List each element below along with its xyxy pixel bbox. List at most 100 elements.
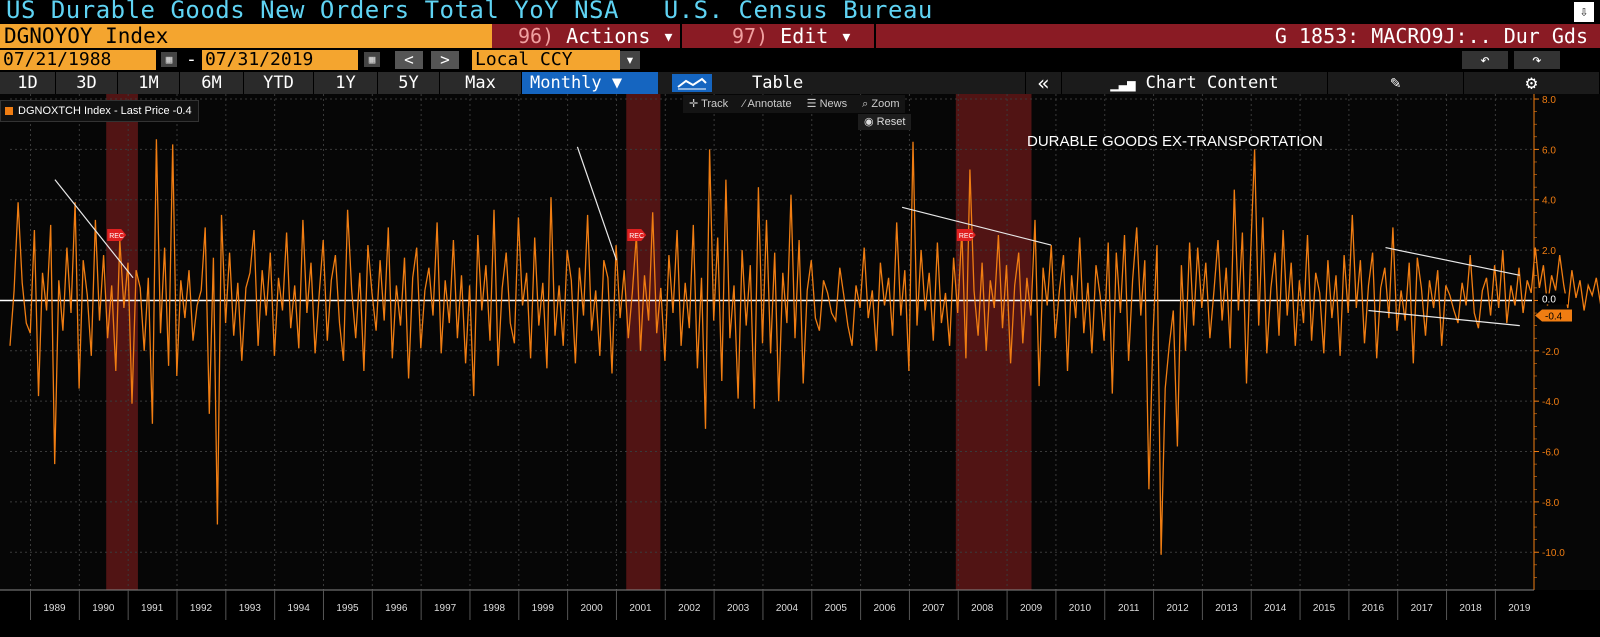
magnifier-icon: ⌕	[862, 98, 872, 110]
crosshair-icon: ✛	[689, 98, 702, 110]
currency-select[interactable]: Local CCY	[472, 50, 620, 70]
y-tick-label: -6.0	[1542, 448, 1560, 459]
redo-button[interactable]: ↷	[1514, 51, 1560, 69]
reset-button[interactable]: ◉ Reset	[858, 114, 912, 130]
recession-band	[626, 94, 661, 590]
x-tick-label: 2000	[581, 603, 604, 614]
range-5y-button[interactable]: 5Y	[378, 72, 440, 94]
x-tick-label: 2007	[922, 603, 945, 614]
x-tick-label: 1989	[43, 603, 66, 614]
undo-button[interactable]: ↶	[1462, 51, 1508, 69]
x-tick-label: 2005	[825, 603, 848, 614]
chart-content-button[interactable]: ▁▃▅ Chart Content	[1062, 72, 1328, 94]
next-button[interactable]: >	[431, 51, 459, 69]
x-tick-label: 2008	[971, 603, 994, 614]
chart-content-label: Chart Content	[1145, 73, 1279, 93]
end-date-field[interactable]: 07/31/2019	[202, 50, 358, 70]
zero-badge	[1538, 293, 1568, 305]
edit-label: Edit ▾	[780, 24, 853, 48]
ticker-field[interactable]: DGNOYOY Index	[0, 24, 492, 48]
title-bar: US Durable Goods New Orders Total YoY NS…	[0, 0, 1600, 24]
x-tick-label: 1996	[385, 603, 408, 614]
actions-number: 96)	[518, 24, 555, 48]
x-tick-label: 1992	[190, 603, 213, 614]
y-tick-label: 4.0	[1542, 196, 1556, 207]
y-tick-label: -2.0	[1542, 347, 1560, 358]
recession-marker-label: REC	[629, 233, 644, 240]
x-tick-label: 2003	[727, 603, 750, 614]
calendar-icon[interactable]: ▦	[364, 52, 380, 67]
export-icon[interactable]: ⇩	[1574, 2, 1594, 22]
zoom-tool[interactable]: ⌕ Zoom	[856, 95, 905, 113]
x-tick-label: 1995	[336, 603, 359, 614]
range-1y-button[interactable]: 1Y	[314, 72, 378, 94]
annotate-tool[interactable]: ⁄ Annotate	[737, 95, 797, 113]
trendline	[1368, 309, 1520, 327]
recession-band	[106, 94, 138, 590]
date-row: 07/21/1988 ▦ - 07/31/2019 ▦ < > Local CC…	[0, 50, 1600, 70]
track-label: Track	[701, 98, 729, 110]
legend-label: DGNOXTCH Index - Last Price -0.4	[18, 105, 192, 117]
x-tick-label: 2004	[776, 603, 799, 614]
range-1m-button[interactable]: 1M	[118, 72, 180, 94]
calendar-icon[interactable]: ▦	[161, 52, 177, 67]
series-line	[9, 139, 1600, 555]
line-chart-icon[interactable]	[672, 74, 712, 92]
x-tick-label: 1990	[92, 603, 115, 614]
gear-icon[interactable]: ⚙	[1464, 72, 1600, 94]
x-tick-label: 2006	[873, 603, 896, 614]
y-tick-label: 2.0	[1542, 246, 1556, 257]
chart-annotation: DURABLE GOODS EX-TRANSPORTATION	[1027, 133, 1323, 150]
page-label: G 1853: MACRO9J:.. Dur Gds	[876, 24, 1600, 48]
x-tick-label: 1993	[239, 603, 262, 614]
trendline	[576, 146, 618, 261]
track-tool[interactable]: ✛ Track	[683, 95, 734, 113]
chart-tools: ✛ Track ⁄ Annotate ☰ News ⌕ Zoom	[683, 95, 906, 113]
x-tick-label: 2001	[629, 603, 652, 614]
x-tick-label: 2010	[1069, 603, 1092, 614]
edit-button[interactable]: 97) Edit ▾	[682, 24, 874, 48]
news-tool[interactable]: ☰ News	[801, 95, 853, 113]
period-select[interactable]: Monthly ▼	[522, 72, 658, 94]
recession-band	[955, 94, 1032, 590]
x-tick-label: 1994	[288, 603, 311, 614]
x-tick-label: 1991	[141, 603, 164, 614]
x-tick-label: 2014	[1264, 603, 1287, 614]
actions-button[interactable]: 96) Actions ▾	[492, 24, 680, 48]
chevron-down-icon[interactable]: ▾	[620, 51, 640, 69]
range-max-button[interactable]: Max	[440, 72, 522, 94]
range-1d-button[interactable]: 1D	[0, 72, 56, 94]
x-tick-label: 2018	[1459, 603, 1482, 614]
chart-area[interactable]: REC REC REC DURABLE GOODS EX-TRANSPORTATION…	[0, 94, 1600, 633]
line-chart: REC REC REC DURABLE GOODS EX-TRANSPORTATION…	[0, 94, 1600, 633]
prev-button[interactable]: <	[395, 51, 423, 69]
edit-number: 97)	[732, 24, 769, 48]
range-6m-button[interactable]: 6M	[180, 72, 244, 94]
pencil-icon[interactable]: ✎	[1328, 72, 1464, 94]
x-axis-strip	[0, 590, 1600, 633]
legend[interactable]: DGNOXTCH Index - Last Price -0.4	[0, 100, 199, 122]
x-tick-label: 1999	[532, 603, 555, 614]
chart-bars-icon: ▁▃▅	[1110, 76, 1136, 92]
range-ytd-button[interactable]: YTD	[244, 72, 314, 94]
trendline	[901, 206, 1052, 246]
table-button[interactable]: Table	[716, 72, 1026, 94]
date-separator: -	[186, 49, 197, 70]
last-value-badge	[1535, 309, 1572, 322]
pen-icon: ⁄	[743, 98, 748, 110]
range-3d-button[interactable]: 3D	[56, 72, 118, 94]
recession-marker-label: REC	[959, 233, 974, 240]
recession-marker	[107, 228, 127, 241]
line-chart-glyph	[677, 77, 707, 90]
x-tick-label: 2016	[1362, 603, 1385, 614]
x-tick-label: 2011	[1118, 603, 1140, 614]
start-date-field[interactable]: 07/21/1988	[0, 50, 156, 70]
y-tick-label: -4.0	[1542, 397, 1560, 408]
x-tick-label: 2015	[1313, 603, 1336, 614]
zoom-label: Zoom	[871, 98, 900, 110]
page-title: US Durable Goods New Orders Total YoY NS…	[6, 0, 933, 24]
collapse-icon[interactable]: «	[1026, 72, 1062, 94]
reset-label: Reset	[876, 116, 906, 128]
trendline	[1385, 246, 1520, 276]
x-tick-label: 2012	[1166, 603, 1189, 614]
